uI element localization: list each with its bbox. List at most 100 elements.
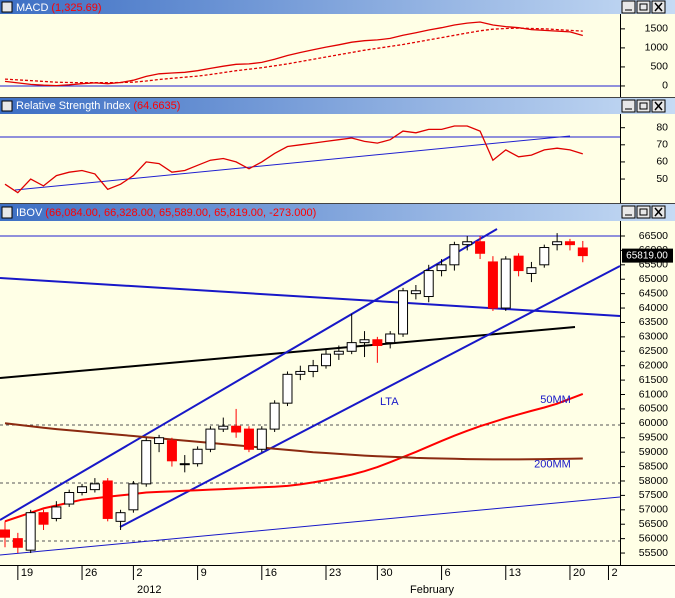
y-tick-label: 70 <box>656 139 668 151</box>
x-tick-label: 2 <box>611 567 617 579</box>
minimize-button[interactable] <box>621 99 636 113</box>
candle-body <box>385 333 396 344</box>
candle-body <box>552 241 563 246</box>
y-tick-label: 62000 <box>639 359 668 371</box>
candle-body <box>346 342 357 352</box>
title-bar <box>0 0 675 14</box>
candle-body <box>192 448 203 465</box>
candle-body <box>564 241 575 246</box>
panel-title: Relative Strength Index <box>16 100 131 112</box>
x-tick-label: 13 <box>509 567 521 579</box>
x-tick-label: 9 <box>201 567 207 579</box>
y-tick-label: 80 <box>656 121 668 133</box>
candle-body <box>38 512 49 525</box>
trend-line <box>0 496 621 556</box>
window-controls <box>1 0 666 219</box>
y-tick-label: 59500 <box>639 432 668 444</box>
panel-value: (66,084.00, 66,328.00, 65,589.00, 65,819… <box>45 207 316 219</box>
panel-title: MACD <box>16 2 48 14</box>
panel-value: (64.6635) <box>133 100 180 112</box>
candle-body <box>359 339 370 344</box>
y-tick-label: 64500 <box>639 287 668 299</box>
y-tick-label: 57500 <box>639 489 668 501</box>
candle-body <box>12 538 23 548</box>
candle-body <box>539 247 550 266</box>
trend-line <box>14 135 571 191</box>
candle-body <box>308 365 319 372</box>
last-price-box <box>622 248 673 263</box>
y-tick-label: 60 <box>656 156 668 168</box>
minimize-button[interactable] <box>621 0 636 14</box>
candle-body <box>321 353 331 367</box>
panel <box>0 221 675 565</box>
candle-body <box>333 350 344 355</box>
y-tick-label: 66500 <box>639 230 668 242</box>
title-bar <box>0 204 675 221</box>
y-tick-label: 65000 <box>639 273 668 285</box>
x-tick-label: 23 <box>329 567 341 579</box>
y-tick-label: 56500 <box>639 518 668 530</box>
candle-body <box>128 483 139 511</box>
candle-body <box>64 492 75 505</box>
candle-body <box>25 512 36 551</box>
y-tick-label: 55500 <box>639 547 668 559</box>
minimize-glyph <box>625 9 632 216</box>
y-tick-label: 50 <box>656 173 668 185</box>
candle-body <box>102 480 113 519</box>
x-tick-label: 2 <box>136 567 142 579</box>
trend-line <box>0 277 621 317</box>
title-bar <box>0 98 675 114</box>
y-tick-label: 500 <box>650 61 668 73</box>
candle-body <box>89 483 100 491</box>
annotation: LTA <box>380 396 399 408</box>
y-tick-label: 58500 <box>639 460 668 472</box>
period-label: 2012 <box>137 584 161 596</box>
maximize-button[interactable] <box>636 99 651 113</box>
x-tick-label: 20 <box>573 567 585 579</box>
y-tick-label: 64000 <box>639 302 668 314</box>
candle-body <box>0 529 10 538</box>
candle-body <box>154 437 165 445</box>
candle-body <box>166 440 177 462</box>
candle-body <box>295 370 306 375</box>
y-tick-label: 57000 <box>639 504 668 516</box>
legend-label: 50MM <box>540 394 571 406</box>
candle-body <box>500 258 511 309</box>
candle-body <box>372 339 383 347</box>
panel-icon <box>1 206 13 219</box>
series-line <box>4 422 583 461</box>
candle-body <box>398 290 409 335</box>
series-line <box>4 392 584 523</box>
panel-icon <box>1 100 13 112</box>
candle-body <box>449 244 460 266</box>
candle-body <box>410 290 421 295</box>
y-tick-label: 61000 <box>639 388 668 400</box>
x-tick-label: 6 <box>445 567 451 579</box>
y-tick-label: 63000 <box>639 331 668 343</box>
y-tick-label: 1000 <box>645 42 669 54</box>
maximize-button[interactable] <box>636 0 651 14</box>
candle-body <box>513 255 524 272</box>
series-line <box>4 27 583 84</box>
candle-body <box>51 506 62 519</box>
period-label: February <box>410 584 455 596</box>
x-tick-label: 16 <box>265 567 277 579</box>
maximize-button[interactable] <box>636 205 651 219</box>
last-price-label: 65819.00 <box>626 250 668 261</box>
y-tick-label: 58000 <box>639 475 668 487</box>
panel-title: IBOV <box>16 207 43 219</box>
series-line <box>4 125 583 194</box>
candle-body <box>256 428 267 450</box>
candle-body <box>282 373 293 404</box>
candle-body <box>436 264 447 272</box>
candle-body <box>243 428 254 450</box>
candle-body <box>205 428 216 450</box>
y-tick-label: 61500 <box>639 374 668 386</box>
y-tick-label: 1500 <box>645 23 669 35</box>
minimize-button[interactable] <box>621 205 636 219</box>
close-glyph <box>654 2 663 217</box>
candle-body <box>179 463 190 466</box>
candle-body <box>218 425 229 430</box>
y-tick-label: 63500 <box>639 316 668 328</box>
